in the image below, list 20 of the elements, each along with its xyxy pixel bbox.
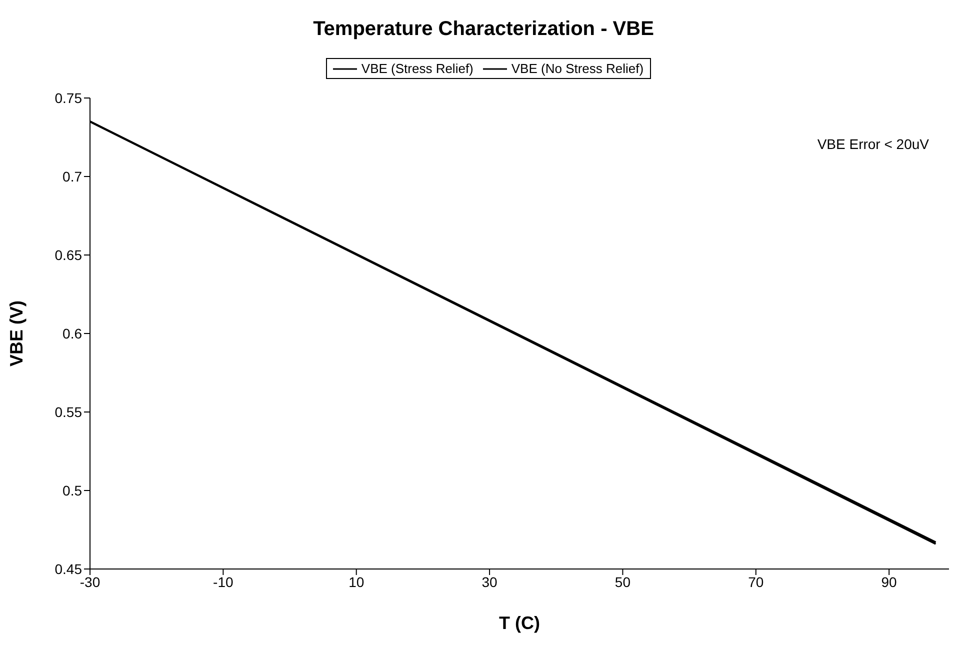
chart-title: Temperature Characterization - VBE	[312, 17, 655, 42]
y-tick-label: 0.6	[62, 325, 82, 342]
legend-label: VBE (Stress Relief)	[361, 61, 474, 76]
y-tick-label: 0.5	[62, 482, 82, 498]
x-axis-title: T (C)	[499, 613, 540, 633]
x-tick-label: -10	[213, 574, 234, 590]
y-tick-label: 0.65	[54, 246, 82, 263]
x-tick-label: 50	[614, 574, 631, 590]
x-tick-label: -30	[80, 574, 100, 590]
legend-label: VBE (No Stress Relief)	[511, 61, 644, 76]
y-axis-title: VBE (V)	[6, 300, 26, 367]
x-tick-label: 90	[881, 574, 898, 590]
y-tick-label: 0.75	[54, 90, 82, 106]
annotation: VBE Error < 20uV	[817, 136, 929, 152]
y-tick-label: 0.55	[54, 404, 82, 420]
y-tick-label: 0.7	[62, 168, 82, 184]
x-tick-label: 30	[482, 574, 498, 590]
y-tick-label: 0.45	[54, 560, 82, 577]
x-tick-label: 70	[748, 574, 764, 590]
x-tick-label: 10	[348, 574, 364, 590]
